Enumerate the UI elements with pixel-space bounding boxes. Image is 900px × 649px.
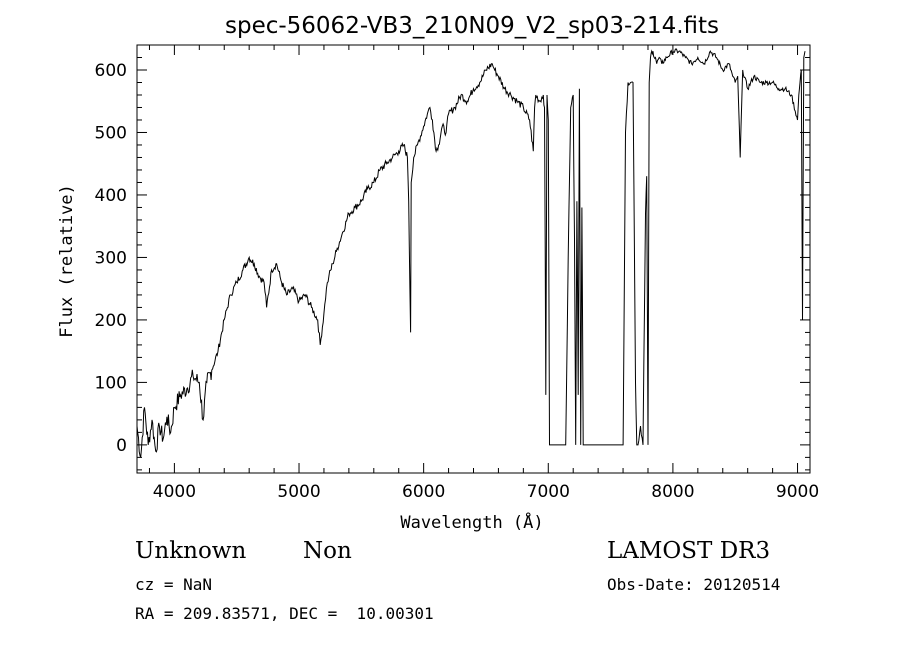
survey-name: LAMOST DR3 <box>607 538 771 564</box>
redshift-cz: cz = NaN <box>135 575 213 594</box>
x-axis-label: Wavelength (Å) <box>400 511 543 533</box>
object-class: Unknown <box>135 538 247 564</box>
chart-title: spec-56062-VB3_210N09_V2_sp03-214.fits <box>225 13 719 39</box>
x-tick-label: 4000 <box>153 482 196 502</box>
x-tick-label: 5000 <box>277 482 320 502</box>
y-tick-label: 600 <box>95 61 127 81</box>
y-tick-label: 500 <box>95 123 127 143</box>
plot-frame <box>136 44 811 474</box>
x-tick-label: 9000 <box>776 482 819 502</box>
x-tick-label: 8000 <box>651 482 694 502</box>
object-subclass: Non <box>303 538 352 564</box>
tick-labels: 4000 5000 6000 7000 8000 9000 0 100 200 300 400 500… <box>95 61 820 502</box>
y-tick-label: 100 <box>95 373 127 393</box>
y-tick-label: 400 <box>95 186 127 206</box>
y-tick-label: 300 <box>95 248 127 268</box>
spectrum-series-line <box>136 48 806 458</box>
x-tick-label: 7000 <box>527 482 570 502</box>
y-tick-label: 0 <box>116 436 127 456</box>
coordinates: RA = 209.83571, DEC = 10.00301 <box>135 604 434 623</box>
y-tick-label: 200 <box>95 311 127 331</box>
y-axis-label: Flux (relative) <box>57 184 77 338</box>
axis-ticks <box>137 44 810 473</box>
x-tick-label: 6000 <box>402 482 445 502</box>
observation-date: Obs-Date: 20120514 <box>607 575 781 594</box>
